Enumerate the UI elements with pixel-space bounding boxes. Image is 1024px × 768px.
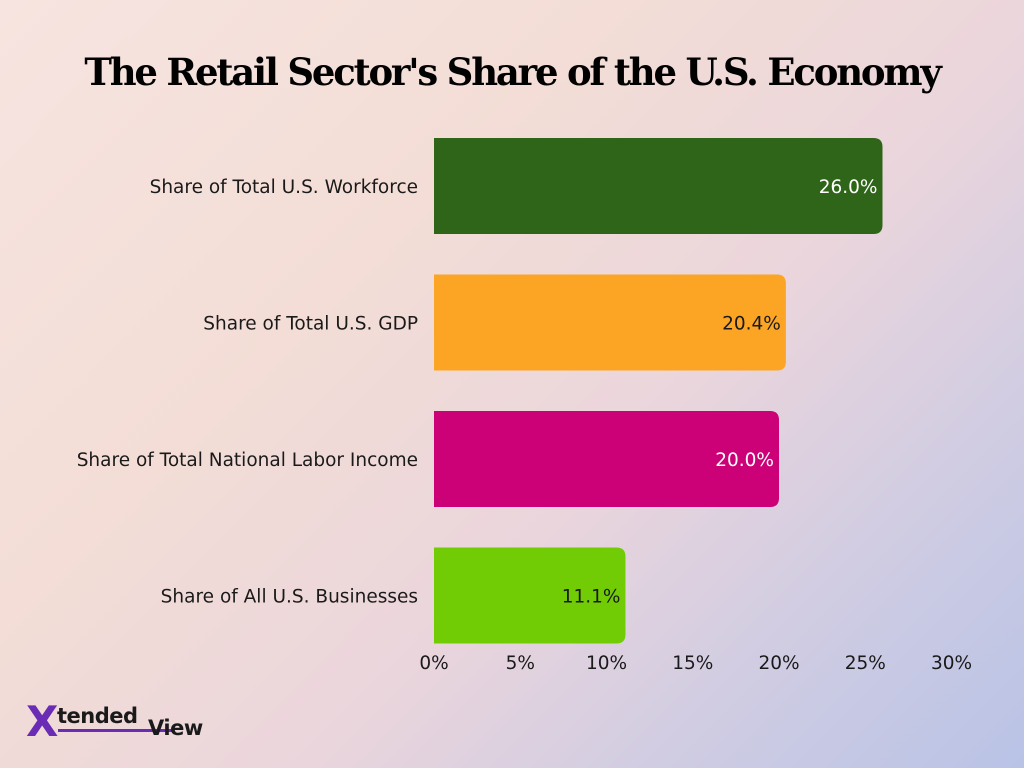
bar-2 <box>434 411 779 507</box>
logo-word-tended: tended <box>57 704 138 728</box>
category-label-2: Share of Total National Labor Income <box>77 450 418 471</box>
chart-title: The Retail Sector's Share of the U.S. Ec… <box>84 50 941 94</box>
value-label-1: 20.4% <box>722 314 781 335</box>
x-tick-label-0: 0% <box>419 653 448 674</box>
x-tick-label-5: 25% <box>845 653 886 674</box>
value-labels: 26.0% 20.4% 20.0% 11.1% <box>562 177 878 608</box>
x-tick-label-1: 5% <box>506 653 535 674</box>
x-tick-label-2: 10% <box>586 653 627 674</box>
logo-word-view: View <box>148 716 203 740</box>
logo-underline <box>58 729 172 732</box>
value-label-2: 20.0% <box>715 450 774 471</box>
xtendedview-logo: X tended View <box>26 700 226 748</box>
x-axis-ticks: 0% 5% 10% 15% 20% 25% 30% <box>419 653 972 674</box>
x-tick-label-6: 30% <box>931 653 972 674</box>
value-label-0: 26.0% <box>819 177 878 198</box>
category-label-3: Share of All U.S. Businesses <box>161 587 418 608</box>
bar-chart: Share of Total U.S. Workforce Share of To… <box>77 138 972 674</box>
bars-group <box>434 138 883 644</box>
category-label-1: Share of Total U.S. GDP <box>203 314 418 335</box>
bar-3 <box>434 547 626 644</box>
x-tick-label-4: 20% <box>758 653 799 674</box>
category-label-0: Share of Total U.S. Workforce <box>150 177 418 198</box>
x-tick-label-3: 15% <box>672 653 713 674</box>
value-label-3: 11.1% <box>562 587 621 608</box>
category-labels: Share of Total U.S. Workforce Share of To… <box>77 177 418 608</box>
bar-0 <box>434 138 883 234</box>
bar-1 <box>434 274 786 371</box>
logo-initial: X <box>26 697 59 746</box>
